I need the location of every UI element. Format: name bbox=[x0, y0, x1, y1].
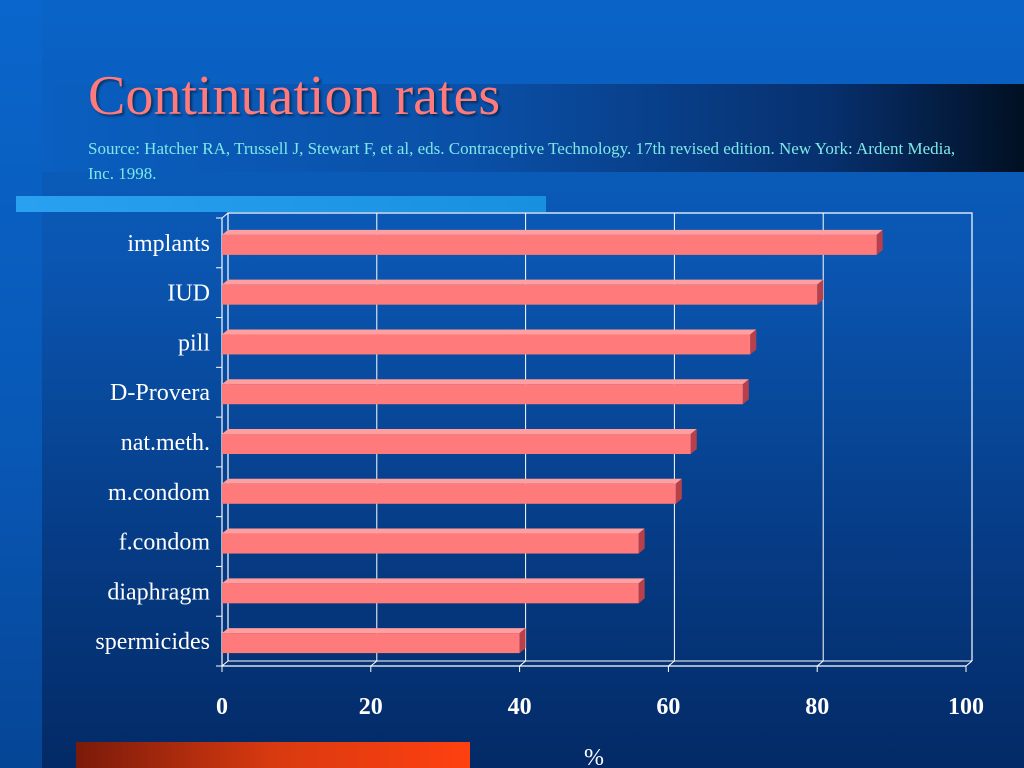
title-band bbox=[42, 84, 1024, 172]
bar-nat-meth bbox=[222, 434, 691, 454]
bar-top-face bbox=[222, 528, 645, 534]
category-label: spermicides bbox=[95, 629, 210, 655]
bar-d-provera bbox=[222, 384, 743, 405]
x-tick-label: 100 bbox=[948, 694, 984, 720]
bar-side-face bbox=[750, 329, 757, 355]
bar-top-face bbox=[222, 478, 682, 484]
source-citation: Source: Hatcher RA, Trussell J, Stewart … bbox=[88, 139, 956, 183]
category-label: diaphragm bbox=[107, 579, 210, 605]
gridline-depth bbox=[668, 660, 675, 667]
bar-top-face bbox=[222, 229, 883, 235]
bar-top-face bbox=[222, 379, 749, 385]
bar-diaphragm bbox=[222, 583, 639, 604]
gridline-depth bbox=[519, 660, 526, 667]
bar-top-face bbox=[222, 429, 697, 434]
gridline-depth bbox=[816, 660, 824, 667]
category-label: nat.meth. bbox=[121, 430, 210, 456]
bar-side-face bbox=[519, 628, 526, 654]
accent-bar-bottom bbox=[76, 742, 470, 768]
x-tick-label: 60 bbox=[656, 694, 680, 720]
bar-top-face bbox=[222, 578, 645, 584]
x-axis-label: % bbox=[584, 745, 604, 768]
chart-labels: 0 20 40 60 80 100 implants IUD pill D-Provera nat.… bbox=[95, 231, 984, 720]
bar-top-face bbox=[222, 628, 526, 634]
x-tick-label: 40 bbox=[508, 694, 532, 720]
bar-spermicides bbox=[222, 633, 520, 654]
bar-side-face bbox=[675, 478, 682, 504]
bar-pill bbox=[222, 334, 751, 355]
category-label: D-Provera bbox=[110, 380, 210, 406]
gridline-depth bbox=[965, 660, 973, 667]
gridline-depth bbox=[370, 660, 378, 667]
category-label: pill bbox=[178, 330, 210, 356]
chart-bars bbox=[222, 229, 883, 654]
category-label: implants bbox=[127, 231, 210, 257]
left-background-panel bbox=[0, 0, 42, 768]
category-label: f.condom bbox=[119, 530, 211, 556]
bar-side-face bbox=[638, 528, 645, 554]
plot-floor bbox=[221, 660, 972, 667]
y-axis-depth bbox=[221, 212, 229, 219]
bar-side-face bbox=[742, 379, 749, 405]
slide-title: Continuation rates bbox=[88, 65, 501, 127]
category-label: m.condom bbox=[108, 480, 210, 506]
bar-side-face bbox=[690, 429, 697, 454]
bar-side-face bbox=[876, 229, 883, 255]
bar-m-condom bbox=[222, 483, 676, 504]
bar-top-face bbox=[222, 329, 757, 335]
x-tick-label: 20 bbox=[359, 694, 383, 720]
category-label: IUD bbox=[167, 281, 210, 307]
x-tick-label: 80 bbox=[805, 694, 829, 720]
bar-f-condom bbox=[222, 533, 639, 554]
bar-top-face bbox=[222, 279, 824, 285]
accent-bar-top bbox=[16, 196, 546, 212]
bar-side-face bbox=[817, 279, 824, 305]
bar-side-face bbox=[638, 578, 645, 604]
bar-iud bbox=[222, 284, 818, 305]
bar-implants bbox=[222, 234, 877, 255]
x-tick-label: 0 bbox=[216, 694, 228, 720]
